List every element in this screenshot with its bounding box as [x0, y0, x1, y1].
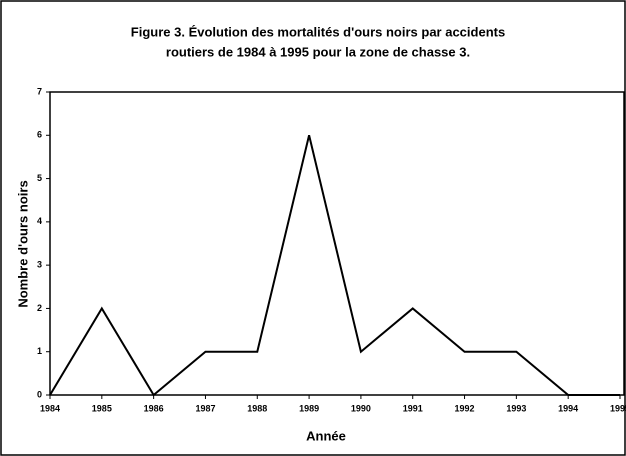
chart-title: Figure 3. Évolution des mortalités d'our…: [131, 24, 505, 39]
chart-title: routiers de 1984 à 1995 pour la zone de …: [166, 44, 470, 59]
data-line: [49, 135, 620, 397]
x-tick-label: 1985: [92, 403, 112, 413]
x-axis-label: Année: [306, 428, 346, 443]
x-tick-label: 1989: [299, 403, 319, 413]
y-tick-label: 5: [37, 173, 42, 183]
x-tick-label: 1986: [144, 403, 164, 413]
x-tick-label: 1990: [351, 403, 371, 413]
y-tick-label: 6: [37, 130, 42, 140]
x-tick-label: 1987: [195, 403, 215, 413]
y-tick-label: 2: [37, 303, 42, 313]
y-tick-label: 4: [37, 216, 42, 226]
x-tick-label: 1995: [610, 403, 626, 413]
y-tick-label: 3: [37, 260, 42, 270]
x-tick-label: 1994: [558, 403, 578, 413]
y-tick-label: 0: [37, 389, 42, 399]
y-axis-label: Nombre d'ours noirs: [15, 180, 30, 307]
x-tick-label: 1991: [403, 403, 423, 413]
y-tick-label: 1: [37, 346, 42, 356]
plot-area: [49, 91, 625, 396]
x-tick-label: 1988: [247, 403, 267, 413]
y-tick-label: 7: [37, 86, 42, 96]
x-tick-label: 1984: [40, 403, 60, 413]
x-tick-label: 1992: [455, 403, 475, 413]
x-tick-label: 1993: [506, 403, 526, 413]
